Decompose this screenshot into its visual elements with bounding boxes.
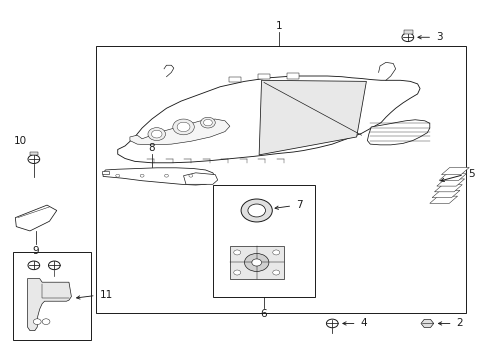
Polygon shape — [366, 120, 429, 145]
Bar — [96, 45, 466, 313]
Polygon shape — [130, 119, 229, 145]
Text: 5: 5 — [467, 168, 473, 179]
Circle shape — [233, 250, 240, 255]
Polygon shape — [431, 190, 459, 198]
Text: 8: 8 — [148, 143, 155, 153]
Bar — [30, 152, 38, 155]
Bar — [229, 246, 283, 279]
Polygon shape — [259, 80, 366, 155]
Text: 3: 3 — [435, 32, 442, 42]
Polygon shape — [183, 173, 217, 184]
Circle shape — [233, 270, 240, 275]
Polygon shape — [429, 196, 457, 203]
Bar — [212, 185, 315, 297]
Circle shape — [42, 319, 50, 324]
Circle shape — [272, 250, 279, 255]
Bar — [403, 30, 412, 34]
Circle shape — [244, 253, 268, 271]
Text: 2: 2 — [456, 319, 462, 328]
Polygon shape — [118, 76, 419, 163]
Bar — [287, 73, 299, 78]
Circle shape — [272, 270, 279, 275]
Text: 11: 11 — [100, 290, 113, 300]
Polygon shape — [433, 185, 461, 192]
Polygon shape — [15, 205, 57, 231]
Circle shape — [203, 120, 212, 126]
Circle shape — [172, 119, 194, 135]
Bar — [228, 77, 240, 82]
Circle shape — [188, 174, 192, 177]
Polygon shape — [441, 167, 468, 175]
Bar — [13, 252, 91, 339]
Polygon shape — [436, 179, 464, 186]
Circle shape — [164, 174, 168, 177]
Circle shape — [241, 199, 272, 222]
Text: 10: 10 — [14, 136, 27, 146]
Circle shape — [148, 128, 165, 140]
Polygon shape — [438, 173, 466, 180]
Text: 4: 4 — [360, 319, 366, 328]
Circle shape — [116, 174, 120, 177]
Text: 7: 7 — [296, 200, 302, 210]
Circle shape — [251, 259, 261, 266]
Bar — [258, 74, 269, 79]
Polygon shape — [420, 319, 433, 328]
Circle shape — [140, 174, 144, 177]
Polygon shape — [27, 279, 71, 330]
Circle shape — [151, 130, 162, 138]
Circle shape — [200, 117, 215, 128]
Polygon shape — [102, 171, 109, 174]
Text: 6: 6 — [260, 310, 267, 319]
Polygon shape — [103, 168, 215, 185]
Text: 9: 9 — [32, 246, 39, 256]
Text: 1: 1 — [275, 21, 282, 31]
Circle shape — [177, 122, 190, 132]
Circle shape — [247, 204, 265, 217]
Circle shape — [33, 319, 41, 324]
